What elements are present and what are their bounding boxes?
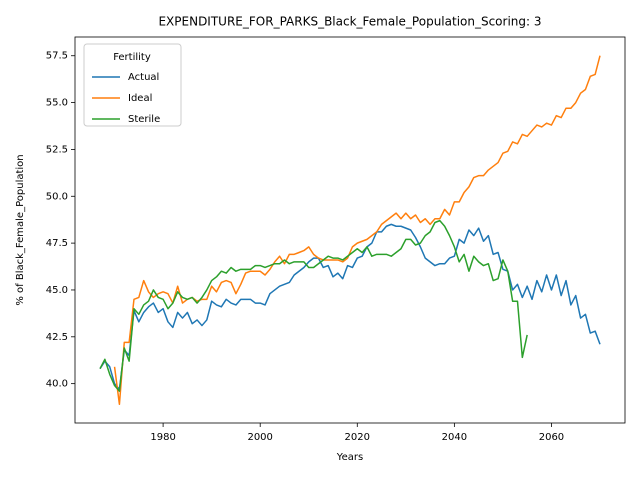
y-tick-label: 55.0	[46, 98, 68, 109]
x-tick-label: 2000	[247, 432, 272, 443]
legend-label: Actual	[128, 72, 159, 83]
y-tick-label: 47.5	[46, 238, 68, 249]
y-tick-label: 40.0	[46, 379, 68, 390]
x-axis-label: Years	[336, 452, 363, 463]
y-tick-label: 52.5	[46, 144, 68, 155]
y-tick-label: 42.5	[46, 332, 68, 343]
y-tick-label: 57.5	[46, 51, 68, 62]
axes-frame	[74, 36, 626, 424]
chart-title: EXPENDITURE_FOR_PARKS_Black_Female_Popul…	[158, 15, 541, 29]
data-line	[99, 219, 528, 392]
y-tick-label: 50.0	[46, 191, 68, 202]
legend-label: Sterile	[128, 114, 160, 125]
data-line	[113, 55, 601, 406]
x-tick-label: 2020	[345, 432, 370, 443]
legend-label: Ideal	[128, 93, 152, 104]
x-tick-label: 2040	[442, 432, 467, 443]
legend-box	[83, 43, 182, 127]
data-line	[99, 223, 601, 391]
y-tick-label: 45.0	[46, 285, 68, 296]
x-tick-label: 1980	[150, 432, 175, 443]
y-axis-label: % of Black_Female_Population	[15, 154, 26, 305]
x-tick-label: 2060	[539, 432, 564, 443]
legend-title: Fertility	[113, 52, 151, 63]
